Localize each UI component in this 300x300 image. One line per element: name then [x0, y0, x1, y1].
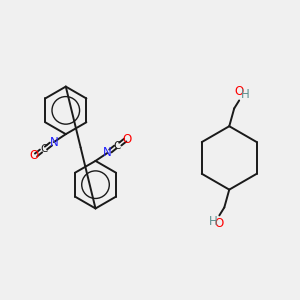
Text: C: C	[40, 144, 48, 154]
Text: N: N	[103, 146, 112, 160]
Text: O: O	[215, 218, 224, 230]
Text: N: N	[50, 136, 58, 148]
Text: O: O	[235, 85, 244, 98]
Text: O: O	[29, 149, 39, 162]
Text: H: H	[209, 215, 218, 228]
Text: H: H	[241, 88, 250, 101]
Text: C: C	[114, 141, 121, 151]
Text: O: O	[123, 133, 132, 146]
